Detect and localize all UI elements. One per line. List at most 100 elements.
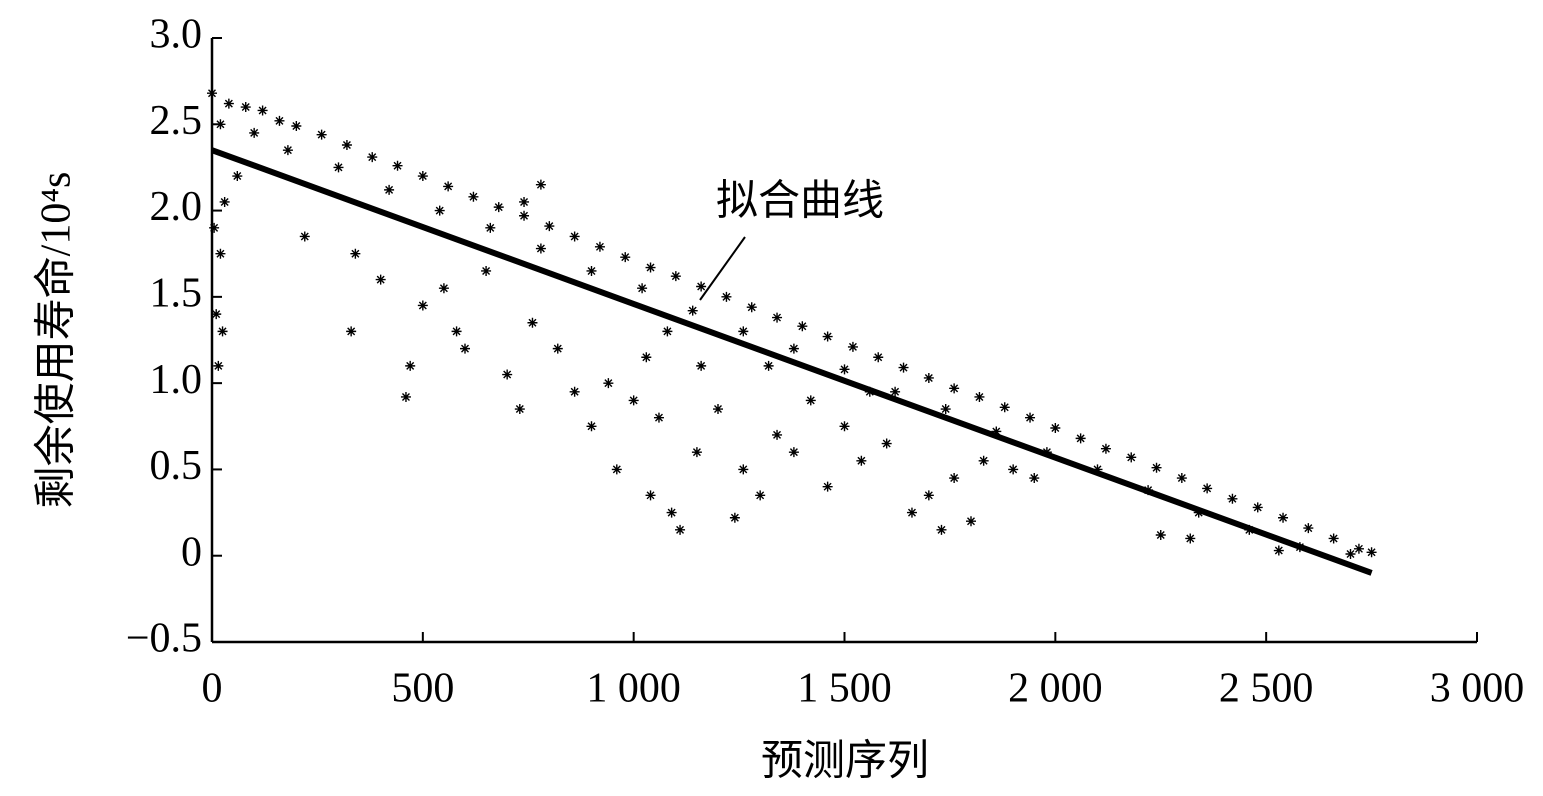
- y-tick-label: 2.0: [150, 184, 203, 230]
- scatter-point: [805, 395, 816, 406]
- scatter-point: [645, 490, 656, 501]
- scatter-point: [881, 438, 892, 449]
- scatter-point: [375, 274, 386, 285]
- scatter-point: [713, 404, 723, 415]
- scatter-point: [738, 326, 749, 337]
- scatter-point: [691, 447, 702, 458]
- scatter-point: [696, 360, 707, 371]
- scatter-point: [1227, 493, 1238, 504]
- scatter-point: [675, 524, 686, 535]
- scatter-point: [1075, 433, 1086, 444]
- scatter-point: [1353, 543, 1364, 554]
- scatter-point: [569, 231, 580, 242]
- scatter-point: [628, 395, 639, 406]
- scatter-point: [274, 115, 285, 126]
- y-axis-label: 剩余使用寿命/10⁴s: [33, 172, 80, 509]
- scatter-point: [569, 386, 580, 397]
- scatter-point: [662, 326, 673, 337]
- scatter-point: [923, 372, 934, 383]
- scatter-point: [999, 402, 1010, 413]
- scatter-point: [1252, 502, 1263, 513]
- scatter-point: [1155, 530, 1166, 541]
- scatter-point: [746, 302, 757, 313]
- scatter-point: [1303, 523, 1314, 534]
- y-tick-label: 2.5: [150, 98, 203, 144]
- x-tick-label: 2 500: [1219, 666, 1314, 712]
- scatter-point: [519, 210, 530, 221]
- scatter-point: [1278, 512, 1289, 523]
- scatter-point: [666, 507, 677, 518]
- scatter-point: [215, 248, 226, 259]
- scatter-point: [641, 352, 652, 363]
- scatter-point: [890, 386, 901, 397]
- scatter-point: [240, 102, 251, 113]
- scatter-point: [316, 129, 327, 140]
- scatter-point: [645, 262, 656, 273]
- scatter-point: [1328, 533, 1339, 544]
- scatter-point: [282, 145, 293, 156]
- scatter-point: [535, 179, 546, 190]
- scatter-point: [481, 265, 492, 276]
- scatter-point: [906, 507, 917, 518]
- scatter-point: [594, 241, 605, 252]
- scatter-point: [392, 160, 403, 171]
- y-tick-label: 0: [181, 529, 202, 575]
- scatter-point: [1126, 452, 1137, 463]
- scatter-point: [367, 152, 378, 163]
- scatter-point: [1092, 464, 1103, 475]
- scatter-point: [788, 343, 799, 354]
- fit-line: [210, 147, 1373, 576]
- scatter-point: [384, 184, 395, 195]
- scatter-point: [1202, 483, 1213, 494]
- scatter-point: [535, 243, 546, 254]
- scatter-point: [215, 119, 226, 130]
- scatter-point: [949, 473, 960, 484]
- scatter-point: [1025, 412, 1036, 423]
- scatter-point: [1008, 464, 1019, 475]
- scatter-point: [847, 341, 858, 352]
- x-tick-label: 2 000: [1008, 666, 1103, 712]
- scatter-point: [586, 421, 597, 432]
- scatter-point: [350, 248, 361, 259]
- x-axis-label: 预测序列: [761, 739, 929, 785]
- scatter-point: [209, 222, 220, 233]
- scatter-point: [940, 404, 951, 415]
- scatter-point: [822, 331, 833, 342]
- scatter-point: [586, 265, 597, 276]
- scatter-point: [223, 98, 234, 109]
- scatter-point: [1151, 462, 1162, 473]
- scatter-point: [346, 326, 357, 337]
- annotation: 拟合曲线: [716, 179, 884, 225]
- scatter-point: [219, 196, 230, 207]
- scatter-point: [1050, 423, 1061, 434]
- scatter-point: [468, 191, 479, 202]
- y-tick-label: −0.5: [126, 616, 202, 662]
- scatter-point: [213, 360, 224, 371]
- scatter-point: [1185, 533, 1196, 544]
- scatter-point: [493, 202, 504, 213]
- scatter-point: [552, 343, 563, 354]
- scatter-point: [978, 455, 989, 466]
- scatter-point: [822, 481, 833, 492]
- y-tick-label: 1.0: [150, 357, 203, 403]
- scatter-point: [873, 352, 884, 363]
- y-tick-label: 1.5: [150, 270, 203, 316]
- scatter-point: [417, 300, 428, 311]
- scatter-point: [1100, 443, 1111, 454]
- scatter-point: [670, 271, 681, 282]
- scatter-point: [519, 196, 530, 207]
- scatter-point: [797, 321, 808, 332]
- scatter-point: [966, 516, 976, 527]
- scatter-point: [936, 524, 947, 535]
- scatter-point: [232, 171, 243, 182]
- scatter-point: [620, 252, 631, 263]
- scatter-point: [257, 105, 268, 116]
- scatter-point: [527, 317, 538, 328]
- scatter-point: [974, 391, 985, 402]
- scatter-point: [788, 447, 799, 458]
- x-tick-label: 3 000: [1430, 666, 1525, 712]
- scatter-point: [249, 127, 260, 138]
- scatter-point: [1029, 473, 1040, 484]
- scatter-point: [839, 364, 850, 375]
- scatter-point: [443, 181, 454, 192]
